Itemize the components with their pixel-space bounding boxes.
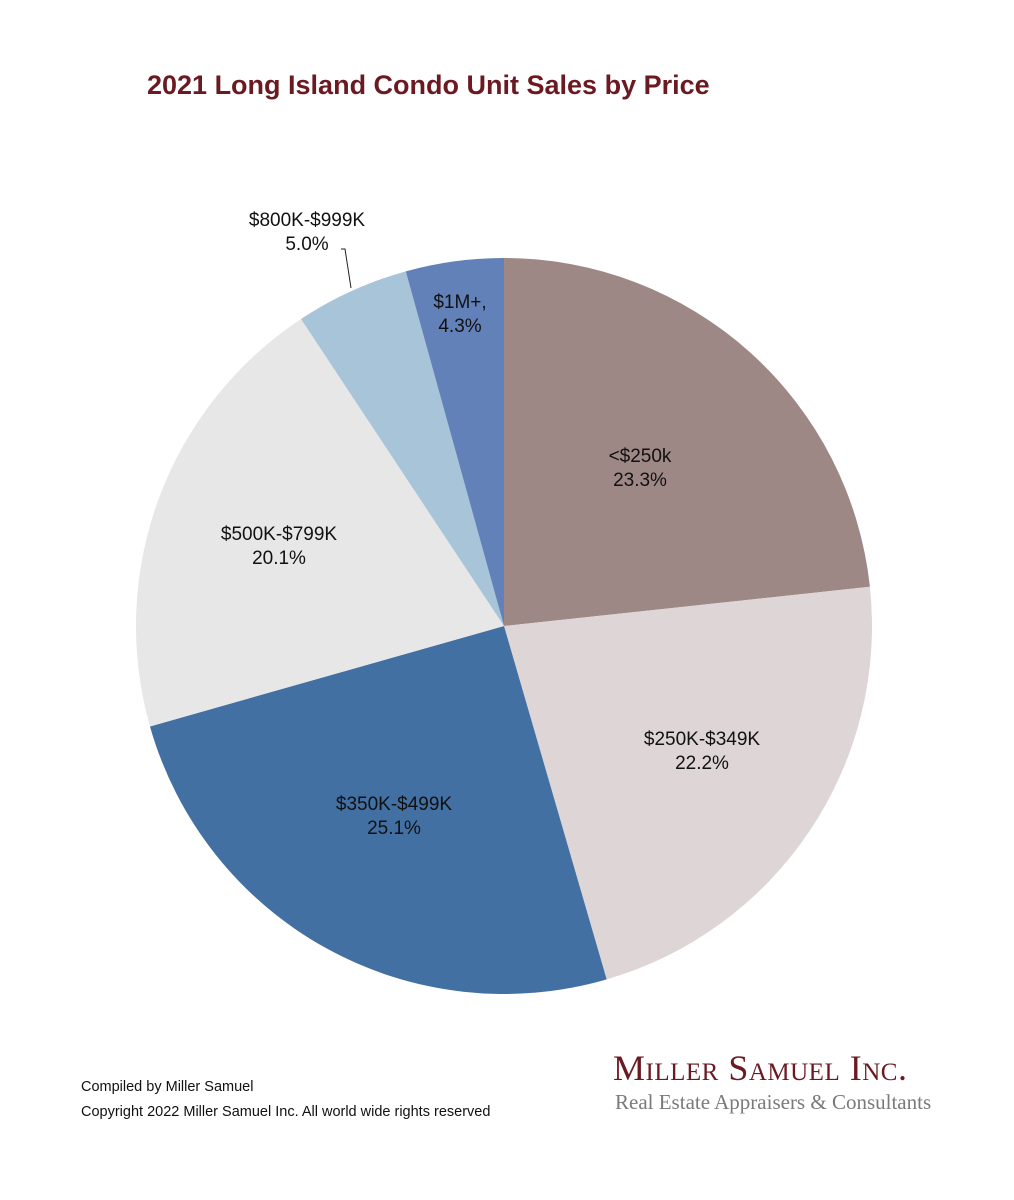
- pie-slice: [149, 626, 607, 994]
- slice-value-label: 25.1%: [367, 818, 421, 839]
- slice-value-label: 22.2%: [675, 753, 729, 774]
- slice-value-label: 20.1%: [252, 548, 306, 569]
- company-logo: Miller Samuel Inc. Real Estate Appraiser…: [613, 1048, 931, 1116]
- leader-line: [341, 248, 352, 289]
- slice-value-label: 23.3%: [613, 470, 667, 491]
- logo-name: Miller Samuel Inc.: [613, 1048, 908, 1088]
- copyright: Copyright 2022 Miller Samuel Inc. All wo…: [81, 1104, 491, 1120]
- pie-slice: [300, 271, 504, 626]
- credits: Compiled by Miller Samuel Copyright 2022…: [81, 1075, 490, 1125]
- pie-slice: [136, 319, 504, 727]
- pie-slice: [504, 258, 870, 626]
- pie-slice: [504, 586, 872, 980]
- slice-label: $500K-$799K: [221, 524, 338, 545]
- slice-label: $1M+,: [433, 292, 486, 313]
- slice-label: $250K-$349K: [644, 729, 761, 750]
- slice-value-label: 4.3%: [438, 316, 481, 337]
- chart-title: 2021 Long Island Condo Unit Sales by Pri…: [147, 70, 710, 100]
- slice-label: $800K-$999K: [249, 210, 366, 231]
- slice-label: <$250k: [609, 446, 672, 467]
- slice-value-label: 5.0%: [285, 234, 328, 255]
- compiled-by: Compiled by Miller Samuel: [81, 1079, 254, 1095]
- slice-label: $350K-$499K: [336, 794, 453, 815]
- logo-tagline: Real Estate Appraisers & Consultants: [615, 1090, 932, 1114]
- pie-slice: [405, 258, 504, 626]
